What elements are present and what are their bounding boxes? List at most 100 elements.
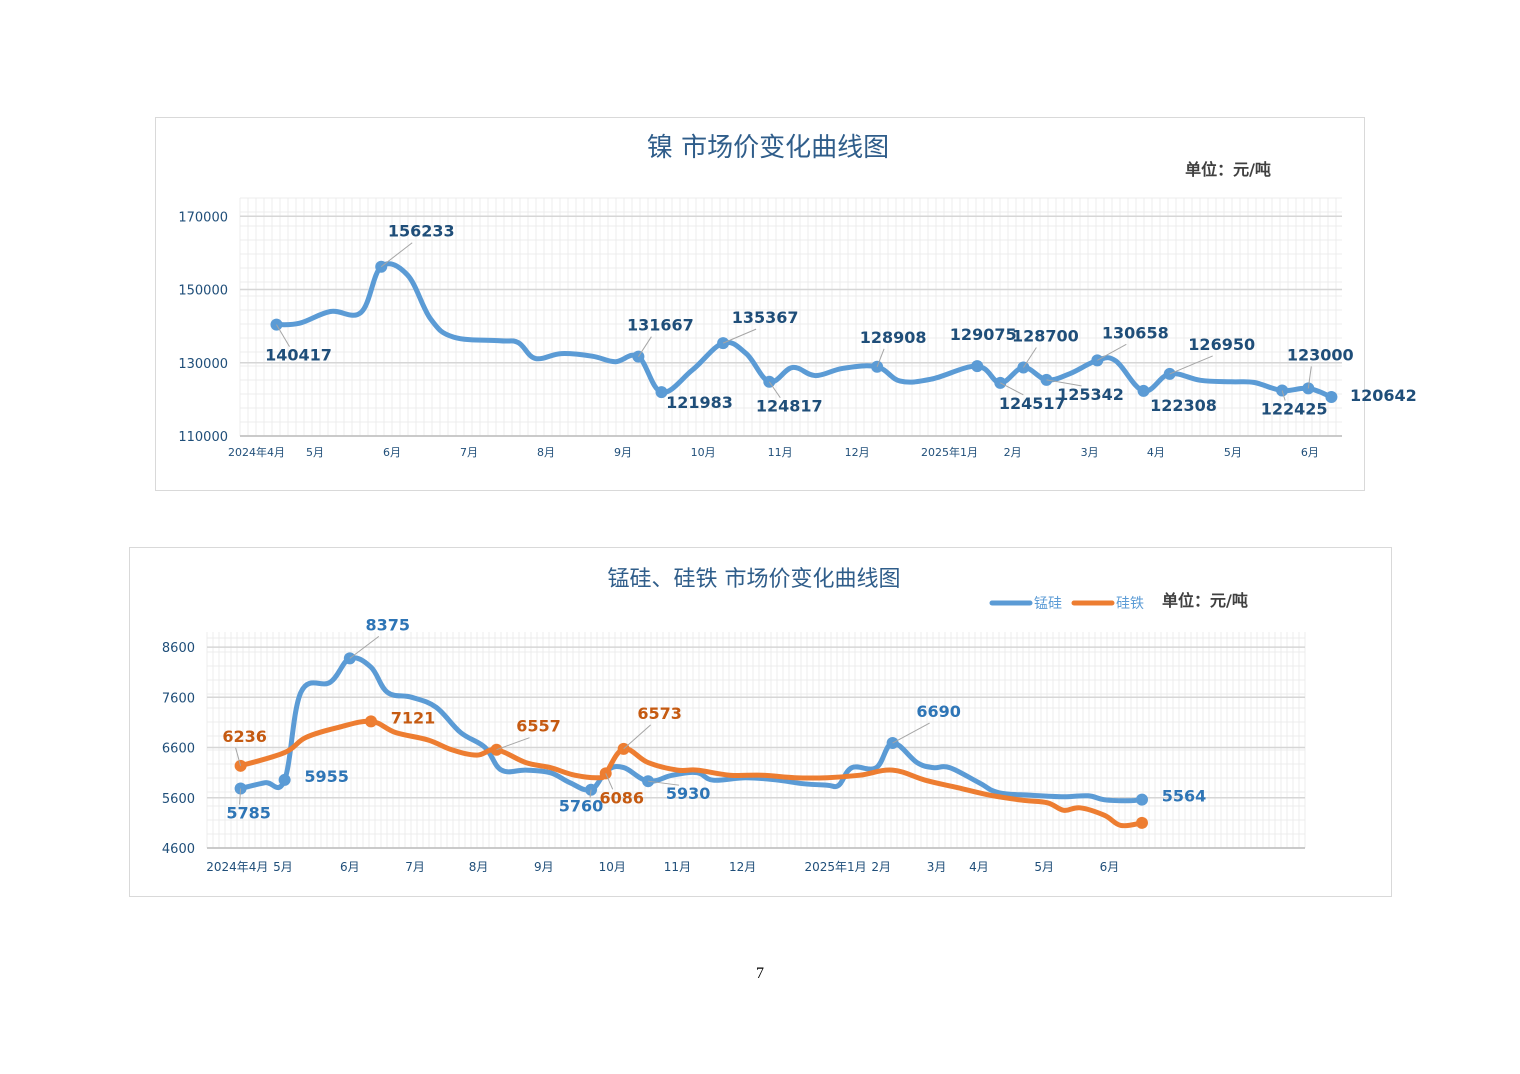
page-number: 7: [756, 965, 764, 982]
y-tick-label: 150000: [178, 284, 228, 299]
x-tick-label: 5月: [1224, 446, 1242, 459]
data-point: [1135, 793, 1148, 806]
x-tick-label: 6月: [383, 446, 401, 459]
data-label: 120642: [1350, 386, 1417, 405]
data-point: [365, 715, 377, 728]
leader-line: [605, 773, 614, 790]
chart-title: 镍 市场价变化曲线图: [647, 133, 889, 163]
y-tick-label: 110000: [178, 430, 228, 445]
unit-label: 单位：元/吨: [1185, 160, 1271, 179]
data-label: 5785: [226, 803, 271, 822]
mn-si-fesi-price-chart: 锰硅、硅铁 市场价变化曲线图 锰硅 硅铁 单位：元/吨 4600 5600 6600…: [162, 567, 1306, 874]
x-tick-label: 8月: [469, 860, 489, 874]
series-line-锰硅: [238, 655, 1145, 804]
x-tick-label: 7月: [460, 446, 478, 459]
data-point: [1137, 384, 1150, 397]
data-point: [1163, 367, 1176, 380]
data-label: 135367: [732, 308, 799, 327]
x-tick-label: 6月: [340, 860, 360, 874]
legend-label-fesi: 硅铁: [1116, 596, 1144, 612]
leader-line: [637, 336, 652, 357]
x-tick-label: 3月: [1081, 446, 1099, 459]
leader-line: [1281, 390, 1286, 401]
data-label: 128700: [1012, 327, 1079, 346]
x-tick-label: 4月: [1147, 446, 1165, 459]
axis-labels: 110000 130000 150000 170000 2024年4月 5月 6月 7月 8月 9…: [178, 210, 1318, 459]
data-label: 123000: [1287, 345, 1354, 364]
data-label: 124517: [999, 394, 1066, 413]
x-tick-label: 5月: [306, 446, 324, 459]
x-tick-label: 6月: [1100, 860, 1120, 874]
x-tick-label: 2025年1月: [804, 860, 866, 874]
data-label: 6236: [222, 727, 267, 746]
x-tick-label: 2024年4月: [228, 445, 285, 459]
data-point: [971, 360, 984, 373]
leader-line: [349, 635, 380, 659]
data-label: 130658: [1102, 323, 1169, 342]
data-point: [1135, 816, 1148, 829]
y-tick-label: 8600: [162, 641, 195, 656]
x-tick-label: 4月: [969, 860, 989, 874]
data-label: 6690: [916, 702, 961, 721]
data-label: 131667: [627, 316, 694, 335]
plot-area: [207, 632, 1305, 848]
series-layer: [234, 652, 1148, 829]
leader-line: [1169, 355, 1213, 375]
leader-line: [239, 788, 242, 805]
data-label: 5760: [559, 797, 604, 816]
data-point: [585, 783, 598, 796]
x-tick-label: 7月: [405, 860, 425, 874]
x-tick-label: 5月: [273, 860, 293, 874]
axis-labels: 4600 5600 6600 7600 8600 2024年4月 5月 6月 7月 8月 9月 10月…: [162, 641, 1119, 874]
data-point: [871, 360, 884, 373]
x-tick-label: 11月: [664, 860, 691, 874]
x-tick-label: 9月: [534, 860, 554, 874]
y-tick-label: 6600: [162, 742, 195, 757]
data-label: 7121: [391, 708, 436, 727]
data-label: 6573: [637, 704, 682, 723]
x-tick-label: 10月: [691, 446, 716, 459]
leader-line: [1097, 343, 1127, 361]
x-tick-label: 2024年4月: [206, 860, 268, 874]
leader-line: [496, 737, 530, 751]
grid: [206, 632, 1306, 849]
leader-line: [1046, 379, 1082, 387]
data-label: 126950: [1188, 335, 1255, 354]
x-tick-label: 8月: [537, 446, 555, 459]
leader-line: [876, 348, 885, 367]
x-tick-label: 12月: [729, 860, 756, 874]
data-label: 128908: [860, 328, 927, 347]
y-tick-label: 5600: [162, 792, 195, 807]
data-label: 6086: [599, 788, 644, 807]
y-tick-label: 170000: [178, 210, 228, 225]
data-label: 5564: [1162, 787, 1207, 806]
leader-line: [1022, 347, 1037, 368]
data-label: 122425: [1261, 400, 1328, 419]
data-label: 5930: [666, 784, 711, 803]
legend: 锰硅 硅铁 单位：元/吨: [989, 591, 1248, 612]
data-labels: 5785 5955 8375 5760 5930 6690 5564 6236 7121 6557…: [222, 615, 1206, 822]
data-label: 129075: [950, 325, 1017, 344]
x-tick-label: 3月: [927, 860, 947, 874]
data-label: 125342: [1057, 385, 1124, 404]
data-label: 140417: [265, 346, 332, 365]
data-label: 6557: [516, 717, 561, 736]
leader-line: [380, 242, 413, 268]
leader-line: [276, 324, 290, 347]
x-tick-label: 9月: [614, 446, 632, 459]
nickel-chart-frame: 镍 市场价变化曲线图 单位：元/吨 110000 130000 150000 1700…: [155, 117, 1417, 491]
data-label: 122308: [1150, 396, 1217, 415]
legend-label-mnsi: 锰硅: [1034, 596, 1062, 612]
x-tick-label: 10月: [599, 860, 626, 874]
leader-line: [1000, 382, 1024, 396]
x-tick-label: 2月: [1004, 446, 1022, 459]
data-point: [278, 773, 291, 786]
leader-line: [768, 381, 781, 399]
series-line-硅铁: [238, 718, 1145, 829]
leader-line: [623, 724, 651, 750]
mn-si-chart-frame: 锰硅、硅铁 市场价变化曲线图 锰硅 硅铁 单位：元/吨 4600 5600 6600…: [129, 547, 1392, 897]
data-labels: 140417 156233 131667 121983 135367 124817 1289…: [265, 222, 1417, 419]
x-tick-label: 12月: [845, 446, 870, 459]
data-label: 8375: [366, 615, 411, 634]
x-tick-label: 2025年1月: [921, 445, 978, 459]
